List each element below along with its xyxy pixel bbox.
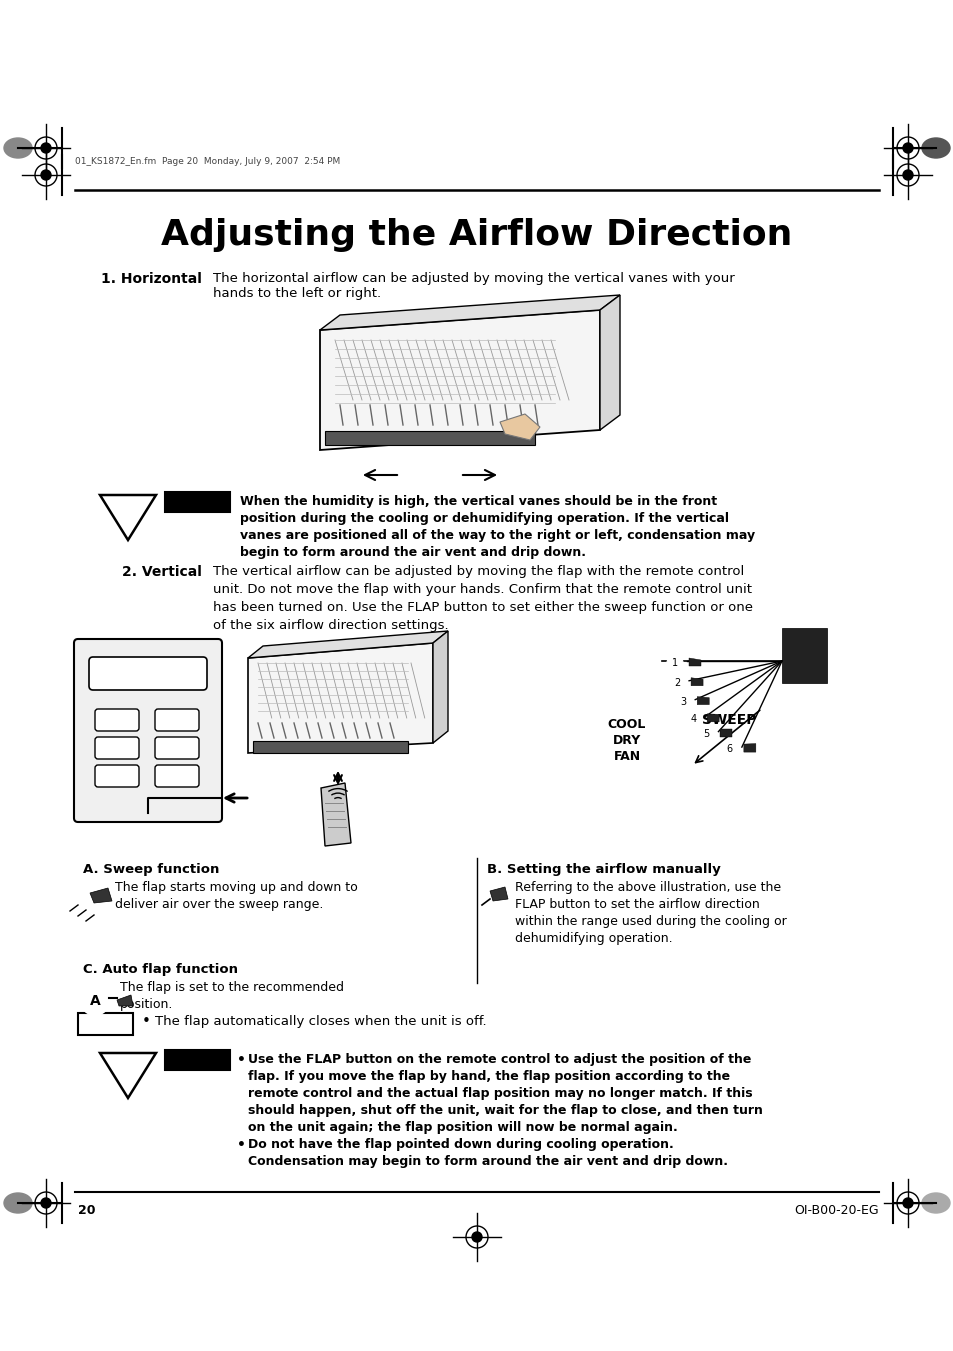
Polygon shape	[706, 713, 719, 721]
FancyBboxPatch shape	[165, 492, 230, 512]
Circle shape	[81, 988, 109, 1015]
Polygon shape	[743, 743, 755, 753]
Circle shape	[41, 143, 51, 153]
Circle shape	[721, 742, 737, 757]
Text: MODE: MODE	[183, 698, 206, 707]
Circle shape	[675, 693, 691, 709]
Polygon shape	[690, 678, 702, 686]
FancyBboxPatch shape	[89, 657, 207, 690]
Text: OI-B00-20-EG: OI-B00-20-EG	[794, 1204, 878, 1216]
Circle shape	[41, 1198, 51, 1208]
Text: The flap automatically closes when the unit is off.: The flap automatically closes when the u…	[154, 1016, 486, 1028]
Text: Referring to the above illustration, use the
FLAP button to set the airflow dire: Referring to the above illustration, use…	[515, 881, 786, 944]
Polygon shape	[688, 658, 700, 666]
Polygon shape	[319, 309, 599, 450]
Text: Adjusting the Airflow Direction: Adjusting the Airflow Direction	[161, 218, 792, 253]
FancyBboxPatch shape	[95, 738, 139, 759]
Polygon shape	[720, 728, 732, 736]
Circle shape	[902, 1198, 912, 1208]
Circle shape	[472, 1232, 481, 1242]
Text: The vertical airflow can be adjusted by moving the flap with the remote control
: The vertical airflow can be adjusted by …	[213, 565, 752, 632]
Circle shape	[666, 655, 682, 671]
Text: NGHT SETBACK: NGHT SETBACK	[147, 725, 206, 735]
Ellipse shape	[921, 1193, 949, 1213]
Ellipse shape	[921, 138, 949, 158]
Circle shape	[684, 711, 700, 727]
Text: △: △	[171, 666, 181, 678]
Circle shape	[698, 725, 714, 742]
Text: The flap starts moving up and down to
deliver air over the sweep range.: The flap starts moving up and down to de…	[115, 881, 357, 911]
Text: ▽: ▽	[113, 666, 123, 678]
Text: A. Sweep function: A. Sweep function	[83, 863, 219, 875]
Polygon shape	[90, 888, 112, 902]
Text: 1: 1	[671, 658, 678, 667]
Polygon shape	[100, 1052, 156, 1098]
Text: Use the FLAP button on the remote control to adjust the position of the
flap. If: Use the FLAP button on the remote contro…	[248, 1052, 762, 1133]
Text: CAUTION: CAUTION	[169, 503, 225, 513]
Text: When the humidity is high, the vertical vanes should be in the front
position du: When the humidity is high, the vertical …	[240, 494, 755, 559]
Text: •: •	[236, 1052, 246, 1067]
Ellipse shape	[4, 1193, 32, 1213]
Text: CAUTION: CAUTION	[169, 1061, 225, 1071]
Polygon shape	[117, 994, 132, 1006]
Bar	[253, 740, 408, 753]
Polygon shape	[697, 697, 708, 705]
Text: 3: 3	[679, 697, 685, 707]
Text: SWEEP: SWEEP	[701, 713, 756, 727]
Text: 20: 20	[78, 1204, 95, 1216]
Text: •: •	[142, 1015, 151, 1029]
Ellipse shape	[4, 138, 32, 158]
Text: The horizontal airflow can be adjusted by moving the vertical vanes with your
ha: The horizontal airflow can be adjusted b…	[213, 272, 734, 300]
Text: HIGH POWER: HIGH POWER	[155, 754, 206, 763]
Text: Do not have the flap pointed down during cooling operation.
Condensation may beg: Do not have the flap pointed down during…	[248, 1138, 727, 1169]
FancyBboxPatch shape	[165, 1050, 230, 1070]
Polygon shape	[100, 494, 156, 540]
Text: C. Auto flap function: C. Auto flap function	[83, 963, 237, 975]
Text: 5: 5	[702, 728, 709, 739]
Polygon shape	[319, 295, 619, 330]
Text: |: |	[146, 666, 150, 678]
Polygon shape	[433, 631, 448, 743]
Text: 6: 6	[726, 744, 732, 754]
Text: The flap is set to the recommended
position.: The flap is set to the recommended posit…	[120, 981, 344, 1011]
Text: 1. Horizontal: 1. Horizontal	[101, 272, 202, 286]
FancyBboxPatch shape	[74, 639, 222, 821]
FancyBboxPatch shape	[154, 765, 199, 788]
Text: FAN SPEED: FAN SPEED	[90, 725, 132, 735]
Text: COOL
DRY
FAN: COOL DRY FAN	[607, 717, 645, 763]
FancyBboxPatch shape	[154, 709, 199, 731]
Polygon shape	[499, 413, 539, 440]
FancyBboxPatch shape	[325, 431, 535, 444]
Polygon shape	[490, 888, 507, 901]
Circle shape	[902, 143, 912, 153]
Bar	[781, 628, 826, 684]
FancyBboxPatch shape	[154, 738, 199, 759]
Circle shape	[41, 170, 51, 180]
Polygon shape	[248, 631, 448, 658]
Polygon shape	[320, 784, 351, 846]
Text: 01_KS1872_En.fm  Page 20  Monday, July 9, 2007  2:54 PM: 01_KS1872_En.fm Page 20 Monday, July 9, …	[75, 158, 340, 166]
Text: A: A	[90, 994, 100, 1008]
FancyBboxPatch shape	[95, 709, 139, 731]
FancyBboxPatch shape	[95, 765, 139, 788]
Polygon shape	[599, 295, 619, 430]
Text: 2. Vertical: 2. Vertical	[122, 565, 202, 580]
Text: 2: 2	[673, 678, 679, 688]
Text: !: !	[124, 1069, 132, 1088]
Circle shape	[902, 170, 912, 180]
Text: FLAP: FLAP	[90, 754, 109, 763]
Text: !: !	[124, 511, 132, 530]
Text: •: •	[236, 1138, 246, 1152]
Text: B. Setting the airflow manually: B. Setting the airflow manually	[486, 863, 720, 875]
FancyBboxPatch shape	[78, 1013, 132, 1035]
Text: NOTE: NOTE	[87, 1016, 123, 1029]
Text: QUIET: QUIET	[90, 698, 112, 707]
Text: 4: 4	[689, 713, 696, 724]
Polygon shape	[248, 643, 433, 753]
Circle shape	[668, 674, 684, 690]
